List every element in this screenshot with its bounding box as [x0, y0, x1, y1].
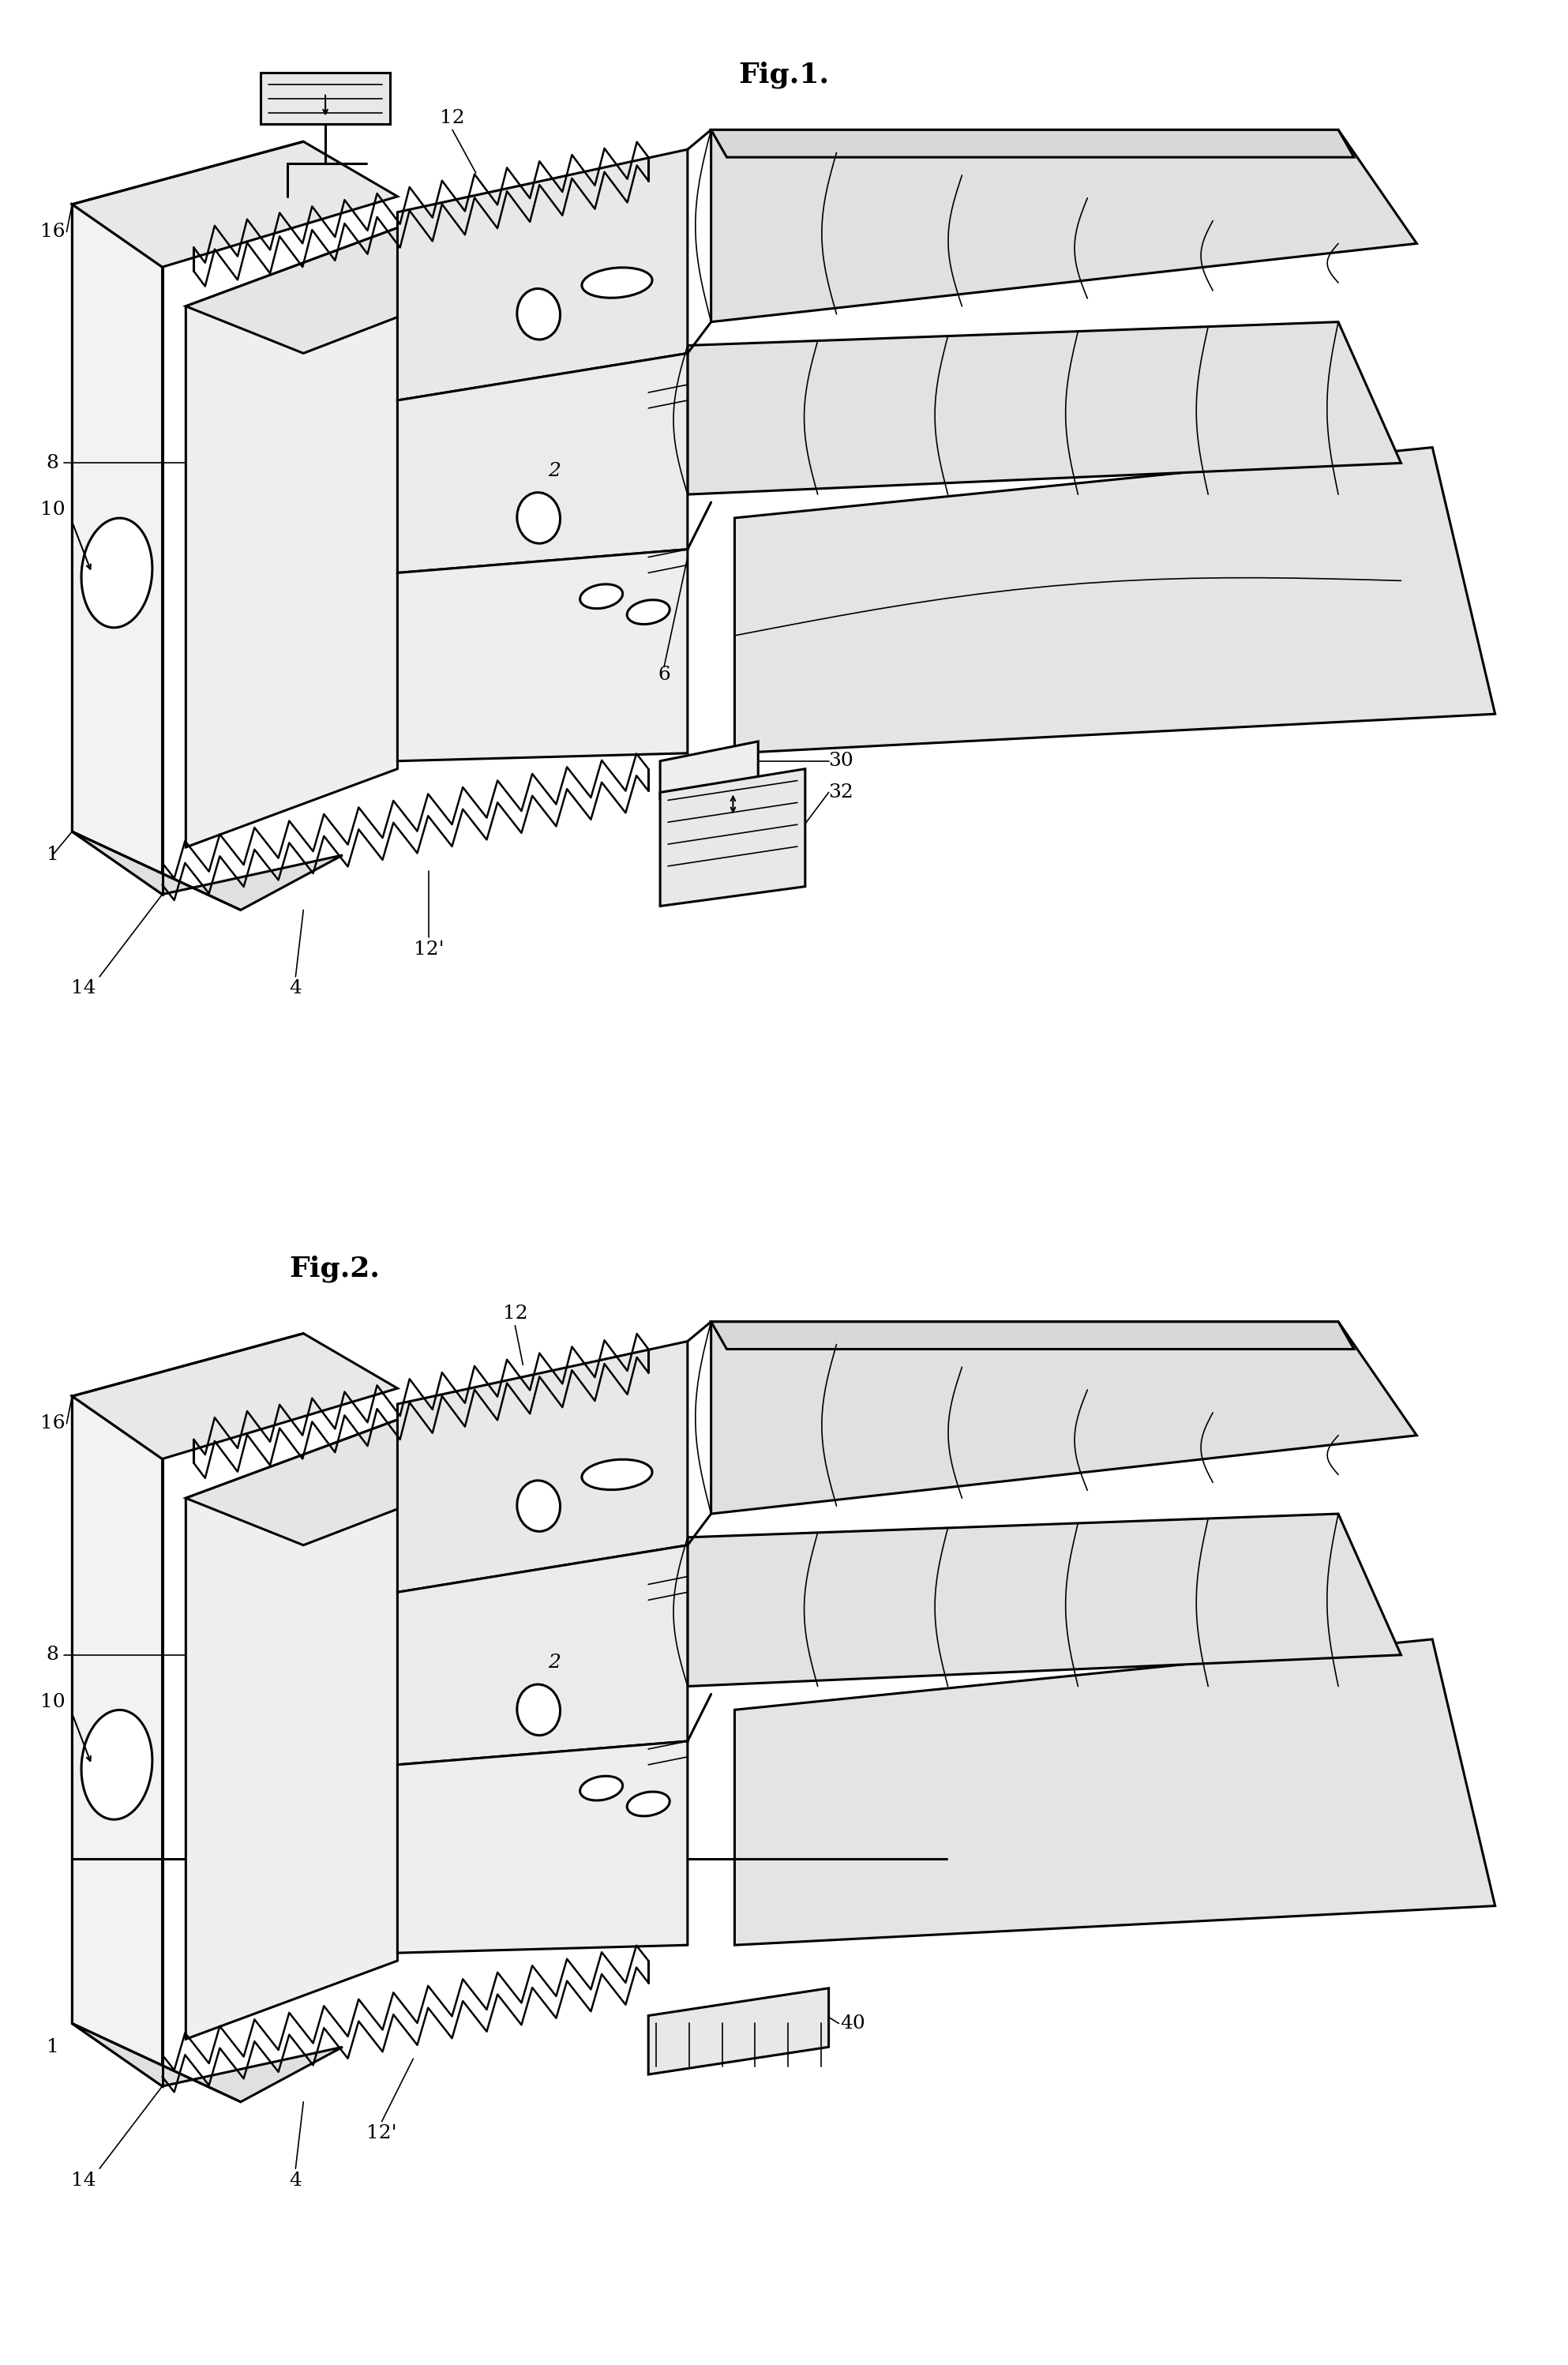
Ellipse shape — [517, 289, 560, 341]
Text: 8: 8 — [47, 454, 58, 473]
Text: 12': 12' — [414, 941, 444, 958]
Polygon shape — [710, 1322, 1355, 1348]
Polygon shape — [687, 322, 1402, 494]
Polygon shape — [72, 2024, 342, 2102]
Ellipse shape — [82, 1710, 152, 1819]
Polygon shape — [397, 352, 687, 572]
Text: Fig.1.: Fig.1. — [739, 61, 829, 90]
Polygon shape — [660, 769, 806, 906]
Text: 30: 30 — [829, 752, 853, 771]
Polygon shape — [72, 142, 397, 267]
Ellipse shape — [580, 1776, 622, 1800]
Text: 4: 4 — [290, 979, 301, 998]
Polygon shape — [710, 130, 1355, 156]
Polygon shape — [397, 1341, 687, 1592]
Text: 10: 10 — [41, 1693, 64, 1710]
Ellipse shape — [517, 1684, 560, 1736]
Polygon shape — [185, 227, 506, 352]
Ellipse shape — [517, 492, 560, 544]
Ellipse shape — [580, 584, 622, 608]
Polygon shape — [260, 73, 389, 125]
Text: 12: 12 — [503, 1305, 527, 1322]
Polygon shape — [734, 1639, 1496, 1944]
Polygon shape — [710, 1322, 1417, 1514]
Polygon shape — [660, 743, 757, 799]
Polygon shape — [687, 1514, 1402, 1686]
Ellipse shape — [582, 1459, 652, 1490]
Polygon shape — [397, 1741, 687, 1953]
Text: 1: 1 — [47, 847, 58, 863]
Polygon shape — [648, 1989, 829, 2074]
Text: 32: 32 — [829, 783, 853, 802]
Polygon shape — [185, 1419, 506, 1544]
Text: 14: 14 — [72, 979, 96, 998]
Text: 4: 4 — [290, 2171, 301, 2190]
Text: 14: 14 — [72, 2171, 96, 2190]
Polygon shape — [72, 1395, 162, 2086]
Polygon shape — [185, 227, 397, 847]
Text: 2: 2 — [549, 461, 560, 480]
Text: 12': 12' — [367, 2124, 397, 2143]
Ellipse shape — [582, 267, 652, 298]
Polygon shape — [185, 1419, 397, 2039]
Polygon shape — [734, 447, 1496, 752]
Ellipse shape — [517, 1480, 560, 1533]
Ellipse shape — [627, 601, 670, 624]
Polygon shape — [397, 149, 687, 400]
Polygon shape — [710, 130, 1417, 322]
Text: 6: 6 — [659, 665, 670, 683]
Ellipse shape — [82, 518, 152, 627]
Polygon shape — [397, 549, 687, 762]
Ellipse shape — [627, 1793, 670, 1816]
Text: 10: 10 — [41, 501, 64, 520]
Text: Fig.2.: Fig.2. — [290, 1256, 379, 1282]
Polygon shape — [72, 832, 342, 911]
Text: 16: 16 — [41, 1414, 64, 1433]
Text: 1: 1 — [47, 2039, 58, 2055]
Text: 8: 8 — [47, 1646, 58, 1665]
Polygon shape — [72, 1334, 397, 1459]
Polygon shape — [72, 203, 162, 894]
Text: 12: 12 — [441, 109, 464, 128]
Polygon shape — [397, 1544, 687, 1764]
Text: 2: 2 — [549, 1653, 560, 1672]
Text: 16: 16 — [41, 222, 64, 241]
Text: 40: 40 — [840, 2015, 866, 2032]
